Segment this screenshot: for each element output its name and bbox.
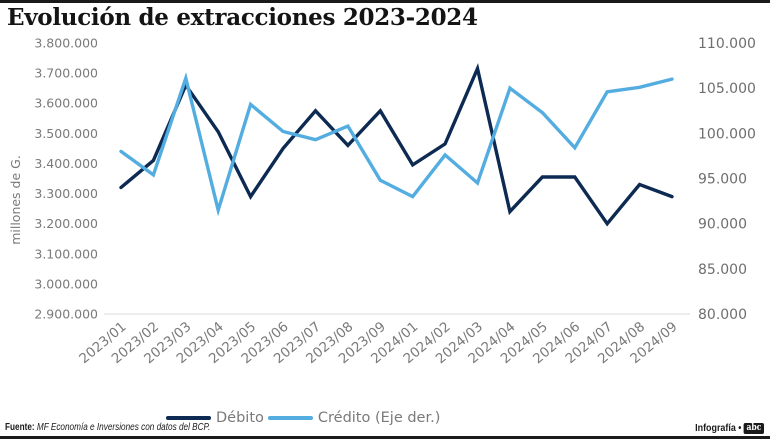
credit: Infografía • abc [695,422,764,434]
left-tick-label: 3.200.000 [34,216,98,231]
left-tick-label: 3.000.000 [34,276,98,291]
right-tick-label: 80.000 [698,307,747,323]
top-rule [0,0,770,3]
legend-swatch-credito [267,416,313,420]
legend-label-debito: Débito [216,410,264,426]
legend-item-debito: Débito [166,410,264,426]
left-tick-label: 2.900.000 [34,307,98,322]
series-line-debito [119,63,674,227]
left-tick-label: 3.100.000 [34,246,98,261]
chart-title: Evolución de extracciones 2023-2024 [7,4,478,31]
right-axis-ticks: 110.000 105.000 100.000 95.000 90.000 85.000 8… [698,36,756,323]
source-note: Fuente: MF Economía e Inversiones con da… [5,422,210,433]
series-line-credito [119,72,674,217]
right-tick-label: 90.000 [698,217,747,233]
legend: Débito Crédito (Eje der.) [166,407,444,429]
abc-logo: abc [743,422,764,434]
legend-item-credito: Crédito (Eje der.) [267,410,441,426]
left-axis-ticks: 3.800.000 3.700.000 3.600.000 3.500.000 3.40… [34,36,98,322]
series-layer [119,63,674,227]
legend-swatch-debito [166,416,211,420]
right-tick-label: 100.000 [698,126,756,142]
right-tick-label: 85.000 [698,262,747,278]
right-tick-label: 95.000 [698,172,747,188]
x-axis-ticks: 2023/012023/022023/032023/042023/052023/… [76,319,680,367]
left-tick-label: 3.500.000 [34,126,98,141]
left-axis-label: millones de G. [8,155,23,245]
source-text: MF Economía e Inversiones con datos del … [36,422,211,433]
right-tick-label: 110.000 [698,36,756,52]
right-tick-label: 105.000 [698,81,756,97]
left-tick-label: 3.700.000 [34,66,98,81]
left-tick-label: 3.600.000 [34,96,98,111]
left-tick-label: 3.400.000 [34,156,98,171]
left-tick-label: 3.300.000 [34,186,98,201]
source-label: Fuente: [5,422,35,433]
left-tick-label: 3.800.000 [34,36,98,51]
legend-label-credito: Crédito (Eje der.) [317,410,441,426]
footer: Fuente: MF Economía e Inversiones con da… [0,418,770,439]
credit-text: Infografía • [695,422,742,434]
bottom-rule [0,436,770,439]
